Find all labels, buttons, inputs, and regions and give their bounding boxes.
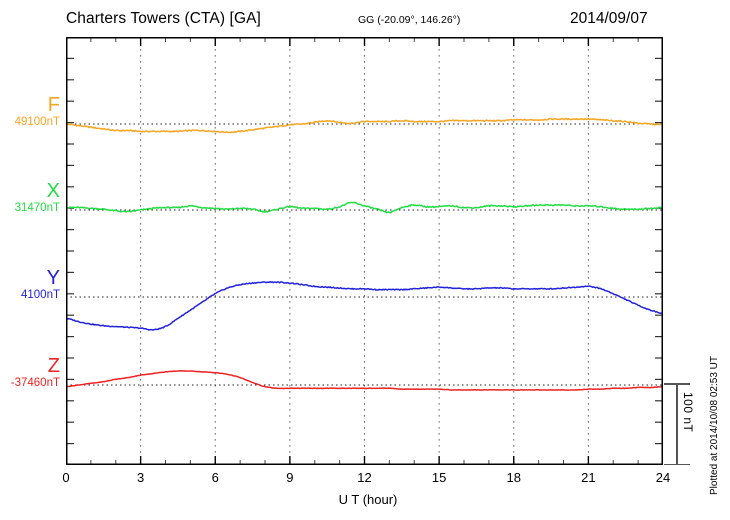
x-tick-label: 9 <box>286 470 294 485</box>
scale-bar-bottom-cap <box>664 463 690 465</box>
component-label-z: Z -37460nT <box>0 356 60 390</box>
component-baseline-value: -37460nT <box>10 377 60 389</box>
observation-date: 2014/09/07 <box>570 10 648 27</box>
scale-bar <box>664 383 690 465</box>
plotted-at-timestamp: Plotted at 2014/10/08 02:53 UT <box>709 356 720 495</box>
scale-bar-label: 100 nT <box>681 392 695 433</box>
component-symbol: Z <box>47 355 60 377</box>
x-tick-label: 3 <box>137 470 145 485</box>
x-tick-label: 21 <box>581 470 596 485</box>
component-baseline-value: 49100nT <box>14 116 60 128</box>
x-tick-label: 18 <box>506 470 521 485</box>
x-axis-ticks <box>66 37 663 465</box>
component-baseline-value: 31470nT <box>14 202 60 214</box>
geographic-coordinates: GG (-20.09°, 146.26°) <box>358 14 461 26</box>
component-baselines <box>66 123 663 386</box>
magnetogram-plot <box>66 37 663 465</box>
trace-z <box>66 370 663 391</box>
component-label-f: F 49100nT <box>0 95 60 129</box>
trace-y <box>66 281 663 331</box>
scale-bar-top-cap <box>664 383 690 385</box>
component-baseline-value: 4100nT <box>20 289 60 301</box>
plot-frame <box>66 37 663 465</box>
x-tick-label: 6 <box>211 470 219 485</box>
x-tick-label: 0 <box>62 470 70 485</box>
x-tick-label: 12 <box>357 470 372 485</box>
trace-f <box>66 117 663 134</box>
component-symbol: Y <box>46 267 60 289</box>
trace-x <box>66 201 663 214</box>
component-label-y: Y 4100nT <box>0 268 60 302</box>
gridlines <box>140 37 589 465</box>
plot-canvas <box>66 37 663 465</box>
component-label-x: X 31470nT <box>0 181 60 215</box>
data-traces <box>66 117 663 391</box>
x-axis-title: U T (hour) <box>0 492 730 507</box>
x-tick-label: 24 <box>655 470 671 485</box>
x-tick-label: 15 <box>431 470 447 485</box>
x-axis-title-text: U T (hour) <box>338 492 398 507</box>
component-symbol: F <box>47 94 60 116</box>
page-title: Charters Towers (CTA) [GA] <box>66 10 261 27</box>
component-symbol: X <box>46 180 60 202</box>
